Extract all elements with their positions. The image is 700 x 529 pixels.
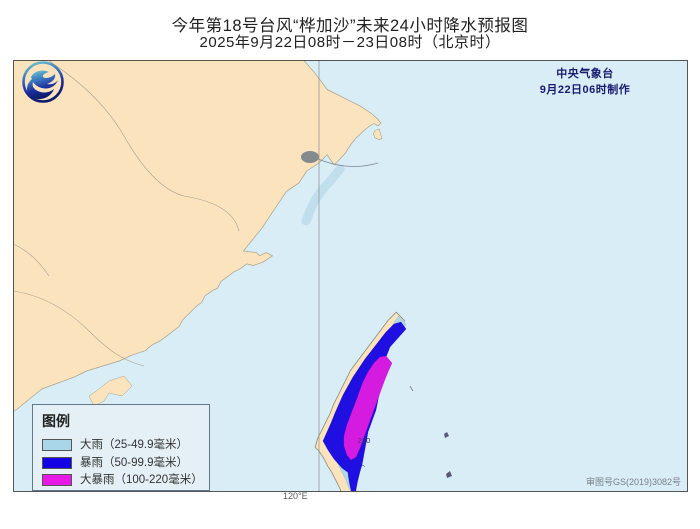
svg-text:220: 220 (358, 436, 371, 445)
